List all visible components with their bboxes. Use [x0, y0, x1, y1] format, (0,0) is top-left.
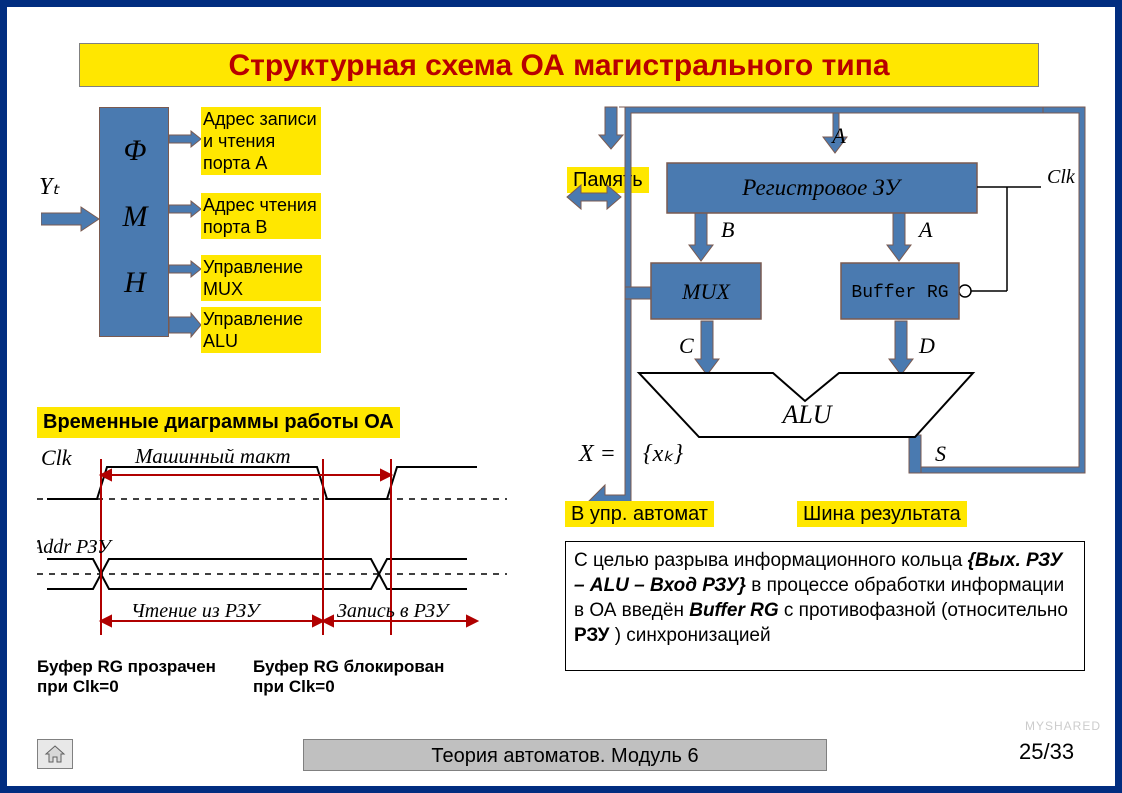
out-bus-label: Шина результата [797, 501, 967, 527]
arrow-icon [41, 205, 101, 233]
timing-ann-cycle: Машинный такт [134, 449, 291, 468]
control-decoder-block: Φ M H [99, 107, 169, 337]
description-box: С целью разрыва информационного кольца {… [565, 541, 1085, 671]
desc-em3: РЗУ [574, 625, 609, 646]
input-label-yt: Yₜ [39, 172, 59, 201]
desc-part1: С целью разрыва информационного кольца [574, 550, 968, 571]
timing-ann-write: Запись в РЗУ [337, 600, 451, 622]
desc-em2: Buffer RG [689, 600, 778, 621]
timing-sig-addr: Addr РЗУ [37, 536, 113, 558]
mux-label: MUX [681, 279, 731, 304]
out-ctrl-label: В упр. автомат [565, 501, 714, 527]
out-label-alu-ctrl: Управление ALU [201, 307, 321, 353]
decoder-output-arrows [169, 107, 203, 347]
port-a: A [917, 217, 933, 242]
x-eq: X = [578, 441, 616, 467]
mux-out-c: C [679, 333, 694, 358]
footer-bar: Теория автоматов. Модуль 6 [303, 739, 827, 771]
slide-page: Структурная схема ОА магистрального типа… [7, 7, 1115, 786]
clk-label: Clk [1047, 166, 1076, 188]
home-icon [44, 744, 66, 764]
watermark: MYSHARED [1025, 719, 1101, 733]
port-b: B [721, 217, 734, 242]
page-number: 25/33 [1019, 739, 1074, 765]
port-top-a: A [830, 123, 846, 148]
decoder-row-phi: Φ [100, 134, 170, 168]
timing-diagram: Clk Машинный такт Addr РЗУ Чтение из РЗУ… [37, 449, 507, 649]
x-set: {xₖ} [643, 441, 683, 467]
timing-section-title: Временные диаграммы работы ОА [37, 407, 400, 438]
buffer-label: Buffer RG [851, 283, 948, 303]
timing-caption-left: Буфер RG прозрачен при Clk=0 [37, 657, 237, 697]
buf-out-d: D [918, 333, 935, 358]
out-label-mux-ctrl: Управление MUX [201, 255, 321, 301]
reg-label: Регистровое ЗУ [741, 175, 902, 200]
datapath-diagram: Регистровое ЗУ Clk A B A MUX Buffer RG C… [563, 101, 1103, 517]
desc-part3: с противофазной (относительно [784, 600, 1068, 621]
desc-part4: ) синхронизацией [615, 625, 771, 646]
page-title: Структурная схема ОА магистрального типа [80, 44, 1038, 88]
timing-ann-read: Чтение из РЗУ [131, 600, 262, 622]
title-bar: Структурная схема ОА магистрального типа [79, 43, 1039, 87]
s-label: S [935, 441, 946, 466]
alu-label: ALU [780, 400, 833, 429]
timing-sig-clk: Clk [41, 449, 73, 470]
decoder-row-m: M [100, 200, 170, 234]
out-label-addr-a: Адрес записи и чтения порта А [201, 107, 321, 175]
timing-caption-right: Буфер RG блокирован при Clk=0 [253, 657, 473, 697]
decoder-row-h: H [100, 266, 170, 300]
out-label-addr-b: Адрес чтения порта В [201, 193, 321, 239]
home-button[interactable] [37, 739, 73, 769]
